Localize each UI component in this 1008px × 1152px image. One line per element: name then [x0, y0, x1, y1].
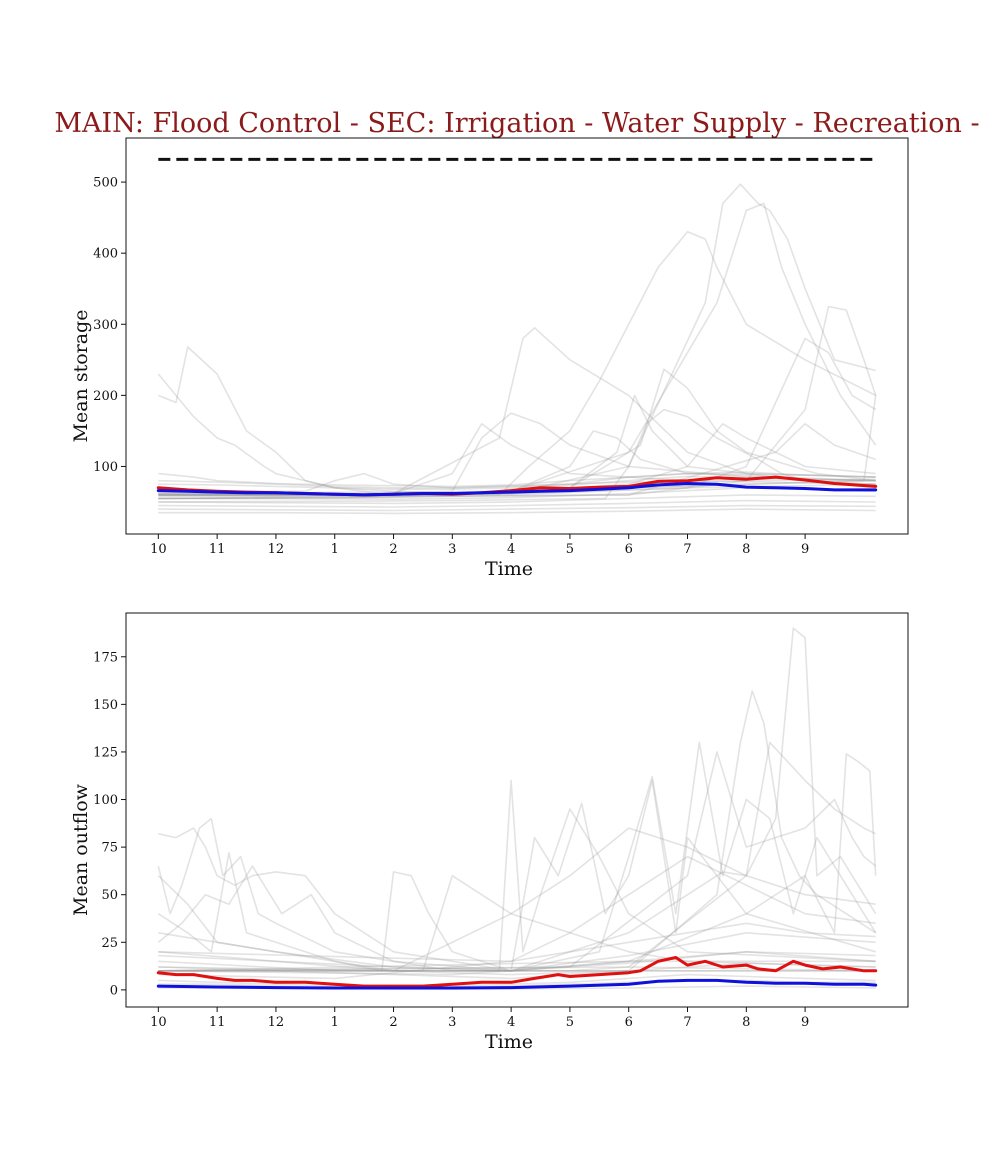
trace-line-11	[158, 471, 876, 489]
trace-line-13	[158, 855, 876, 963]
x-tick-label: 5	[566, 1015, 574, 1030]
trace-line-23	[158, 472, 876, 493]
trace-line-7	[158, 408, 876, 503]
y-axis-label: Mean storage	[70, 310, 92, 443]
trace-line-15	[158, 499, 876, 508]
x-tick-label: 6	[625, 542, 633, 557]
x-axis-label: Time	[485, 1031, 533, 1053]
y-tick-label: 100	[93, 460, 118, 475]
trace-line-12	[158, 753, 877, 972]
plot-area	[156, 627, 878, 990]
trace-line-10	[158, 741, 877, 972]
trace-line-7	[158, 741, 877, 972]
blue-series-line	[156, 482, 878, 497]
trace-line-8	[158, 690, 877, 972]
x-tick-label: 1	[331, 1015, 339, 1030]
x-tick-label: 11	[209, 1015, 226, 1030]
trace-line-14	[158, 494, 876, 505]
x-tick-label: 9	[801, 1015, 809, 1030]
trace-line-1	[157, 373, 876, 496]
trace-line-2	[158, 327, 876, 498]
trace-line-5	[158, 202, 877, 496]
x-axis-label: Time	[485, 558, 533, 580]
y-tick-label: 50	[101, 888, 118, 903]
x-tick-label: 7	[683, 542, 691, 557]
y-tick-label: 125	[93, 745, 118, 760]
x-tick-label: 4	[507, 1015, 515, 1030]
x-tick-label: 10	[150, 542, 167, 557]
x-tick-label: 5	[566, 542, 574, 557]
trace-line-22	[157, 865, 876, 972]
trace-line-5	[158, 779, 876, 972]
x-tick-label: 8	[742, 542, 750, 557]
x-tick-label: 4	[507, 542, 515, 557]
x-tick-label: 12	[268, 1015, 285, 1030]
trace-line-1	[157, 817, 876, 972]
trace-line-0	[158, 827, 876, 972]
trace-line-17	[158, 508, 876, 515]
trace-line-24	[158, 423, 876, 500]
y-axis-label: Mean outflow	[70, 783, 92, 916]
x-tick-label: 10	[150, 1015, 167, 1030]
red-series-line	[156, 956, 878, 988]
y-tick-label: 25	[101, 936, 118, 951]
y-tick-label: 400	[93, 247, 118, 262]
y-tick-label: 200	[93, 389, 118, 404]
trace-line-9	[158, 627, 877, 972]
x-tick-label: 1	[331, 542, 339, 557]
y-tick-label: 500	[93, 176, 118, 191]
trace-line-2	[157, 852, 876, 976]
trace-line-10	[158, 472, 876, 488]
x-tick-label: 8	[742, 1015, 750, 1030]
trace-line-19	[158, 962, 876, 980]
chart-title: MAIN: Flood Control - SEC: Irrigation - …	[54, 108, 979, 139]
axes-frame	[125, 612, 909, 1008]
x-tick-label: 3	[448, 542, 456, 557]
trace-line-15	[158, 922, 876, 980]
y-tick-label: 0	[110, 983, 118, 998]
plot-area	[156, 157, 878, 515]
trace-line-25	[158, 395, 877, 495]
y-tick-label: 300	[93, 318, 118, 333]
y-tick-label: 175	[93, 650, 118, 665]
outflow-panel: 10 11 12 1 2 3 4 5 6 7 8 90255075100125150175TimeMe…	[70, 612, 909, 1053]
y-tick-label: 150	[93, 698, 118, 713]
y-tick-label: 100	[93, 793, 118, 808]
trace-line-6	[158, 779, 876, 976]
x-tick-label: 11	[209, 542, 226, 557]
trace-line-14	[158, 827, 876, 972]
x-tick-label: 9	[801, 542, 809, 557]
x-tick-label: 7	[683, 1015, 691, 1030]
trace-line-21	[157, 875, 876, 972]
x-tick-label: 2	[389, 542, 397, 557]
x-tick-label: 2	[389, 1015, 397, 1030]
x-tick-label: 6	[625, 1015, 633, 1030]
trace-line-4	[158, 874, 876, 972]
trace-line-20	[158, 951, 876, 972]
axes-frame	[125, 137, 909, 535]
trace-line-3	[158, 871, 876, 972]
x-tick-label: 3	[448, 1015, 456, 1030]
trace-line-9	[158, 305, 877, 500]
x-tick-label: 12	[268, 542, 285, 557]
trace-line-16	[158, 973, 876, 987]
y-tick-label: 75	[101, 841, 118, 856]
blue-series-line	[156, 978, 878, 990]
trace-line-16	[158, 504, 876, 512]
trace-line-11	[158, 751, 877, 972]
